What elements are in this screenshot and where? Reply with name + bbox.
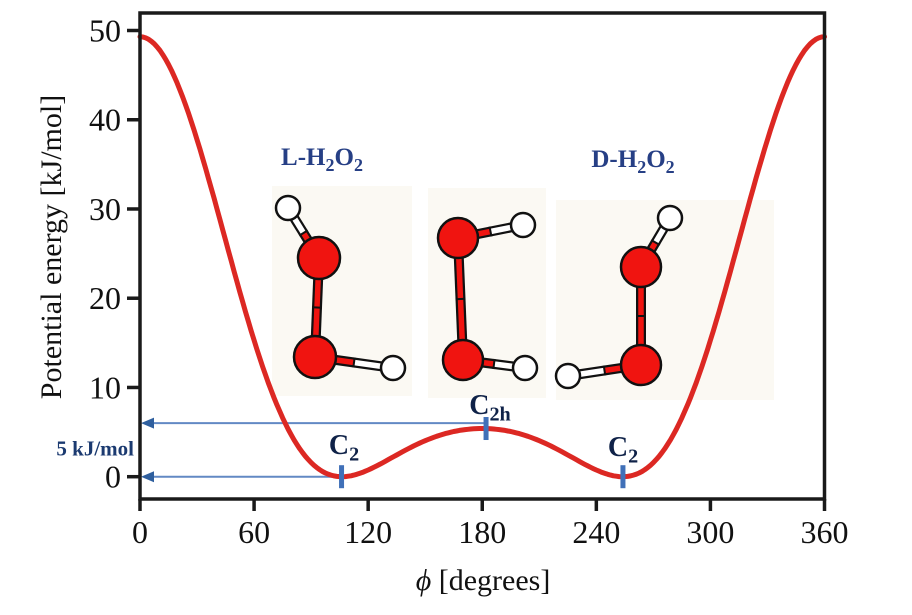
hydrogen-atom bbox=[511, 354, 539, 382]
hydrogen-atom bbox=[379, 354, 407, 382]
x-tick-label: 240 bbox=[572, 514, 620, 550]
l-h2o2-label: L-H2O2 bbox=[281, 144, 363, 175]
five-kj-mol-annotation: 5 kJ/mol bbox=[56, 436, 134, 461]
stationary-point-tick bbox=[483, 417, 489, 441]
c2-label-left: C2 bbox=[328, 430, 360, 466]
x-tick-label: 60 bbox=[238, 514, 270, 550]
x-axis-title: ϕ [degrees] bbox=[416, 564, 551, 598]
c2-label-right: C2 bbox=[607, 432, 639, 468]
x-tick-label: 120 bbox=[344, 514, 392, 550]
hydrogen-atom bbox=[509, 211, 537, 239]
bond-divider bbox=[492, 358, 496, 370]
hydrogen-atom bbox=[656, 204, 684, 232]
d-h2o2-label: D-H2O2 bbox=[591, 146, 675, 177]
y-tick-label: 20 bbox=[89, 280, 121, 316]
oxygen-atom bbox=[436, 216, 480, 260]
arrowhead-left-icon bbox=[141, 471, 154, 483]
x-tick-label: 360 bbox=[801, 514, 849, 550]
bond-divider bbox=[298, 229, 309, 237]
stationary-point-tick bbox=[620, 465, 626, 489]
molecule-d-h2o2 bbox=[554, 204, 684, 390]
y-tick-label: 50 bbox=[89, 13, 121, 49]
hydrogen-atom bbox=[554, 362, 582, 390]
bond-divider bbox=[650, 239, 661, 246]
molecule-l-h2o2 bbox=[274, 194, 407, 382]
y-tick-label: 0 bbox=[105, 459, 121, 495]
y-tick-label: 30 bbox=[89, 191, 121, 227]
oxygen-atom bbox=[292, 334, 338, 380]
arrowhead-left-icon bbox=[141, 417, 154, 429]
oxygen-atom bbox=[619, 245, 663, 289]
y-axis-title: Potential energy [kJ/mol] bbox=[35, 94, 68, 400]
bond-divider bbox=[602, 365, 607, 376]
oxygen-atom bbox=[441, 338, 485, 382]
phi-symbol: ϕ bbox=[415, 564, 432, 597]
x-tick-label: 0 bbox=[132, 514, 148, 550]
y-tick-label: 40 bbox=[89, 102, 121, 138]
bond-divider bbox=[352, 357, 356, 368]
x-tick-label: 300 bbox=[686, 514, 734, 550]
molecule-trans-h2o2 bbox=[436, 211, 539, 382]
potential-energy-curve bbox=[137, 34, 827, 480]
c2h-label: C2h bbox=[469, 390, 511, 426]
oxygen-atom bbox=[619, 343, 663, 387]
x-tick-label: 180 bbox=[458, 514, 506, 550]
stationary-point-tick bbox=[339, 465, 345, 489]
x-axis-units: [degrees] bbox=[431, 564, 551, 597]
hydrogen-atom bbox=[274, 194, 302, 222]
bond-divider bbox=[488, 226, 493, 237]
oxygen-atom bbox=[296, 235, 342, 281]
y-tick-label: 10 bbox=[89, 369, 121, 405]
